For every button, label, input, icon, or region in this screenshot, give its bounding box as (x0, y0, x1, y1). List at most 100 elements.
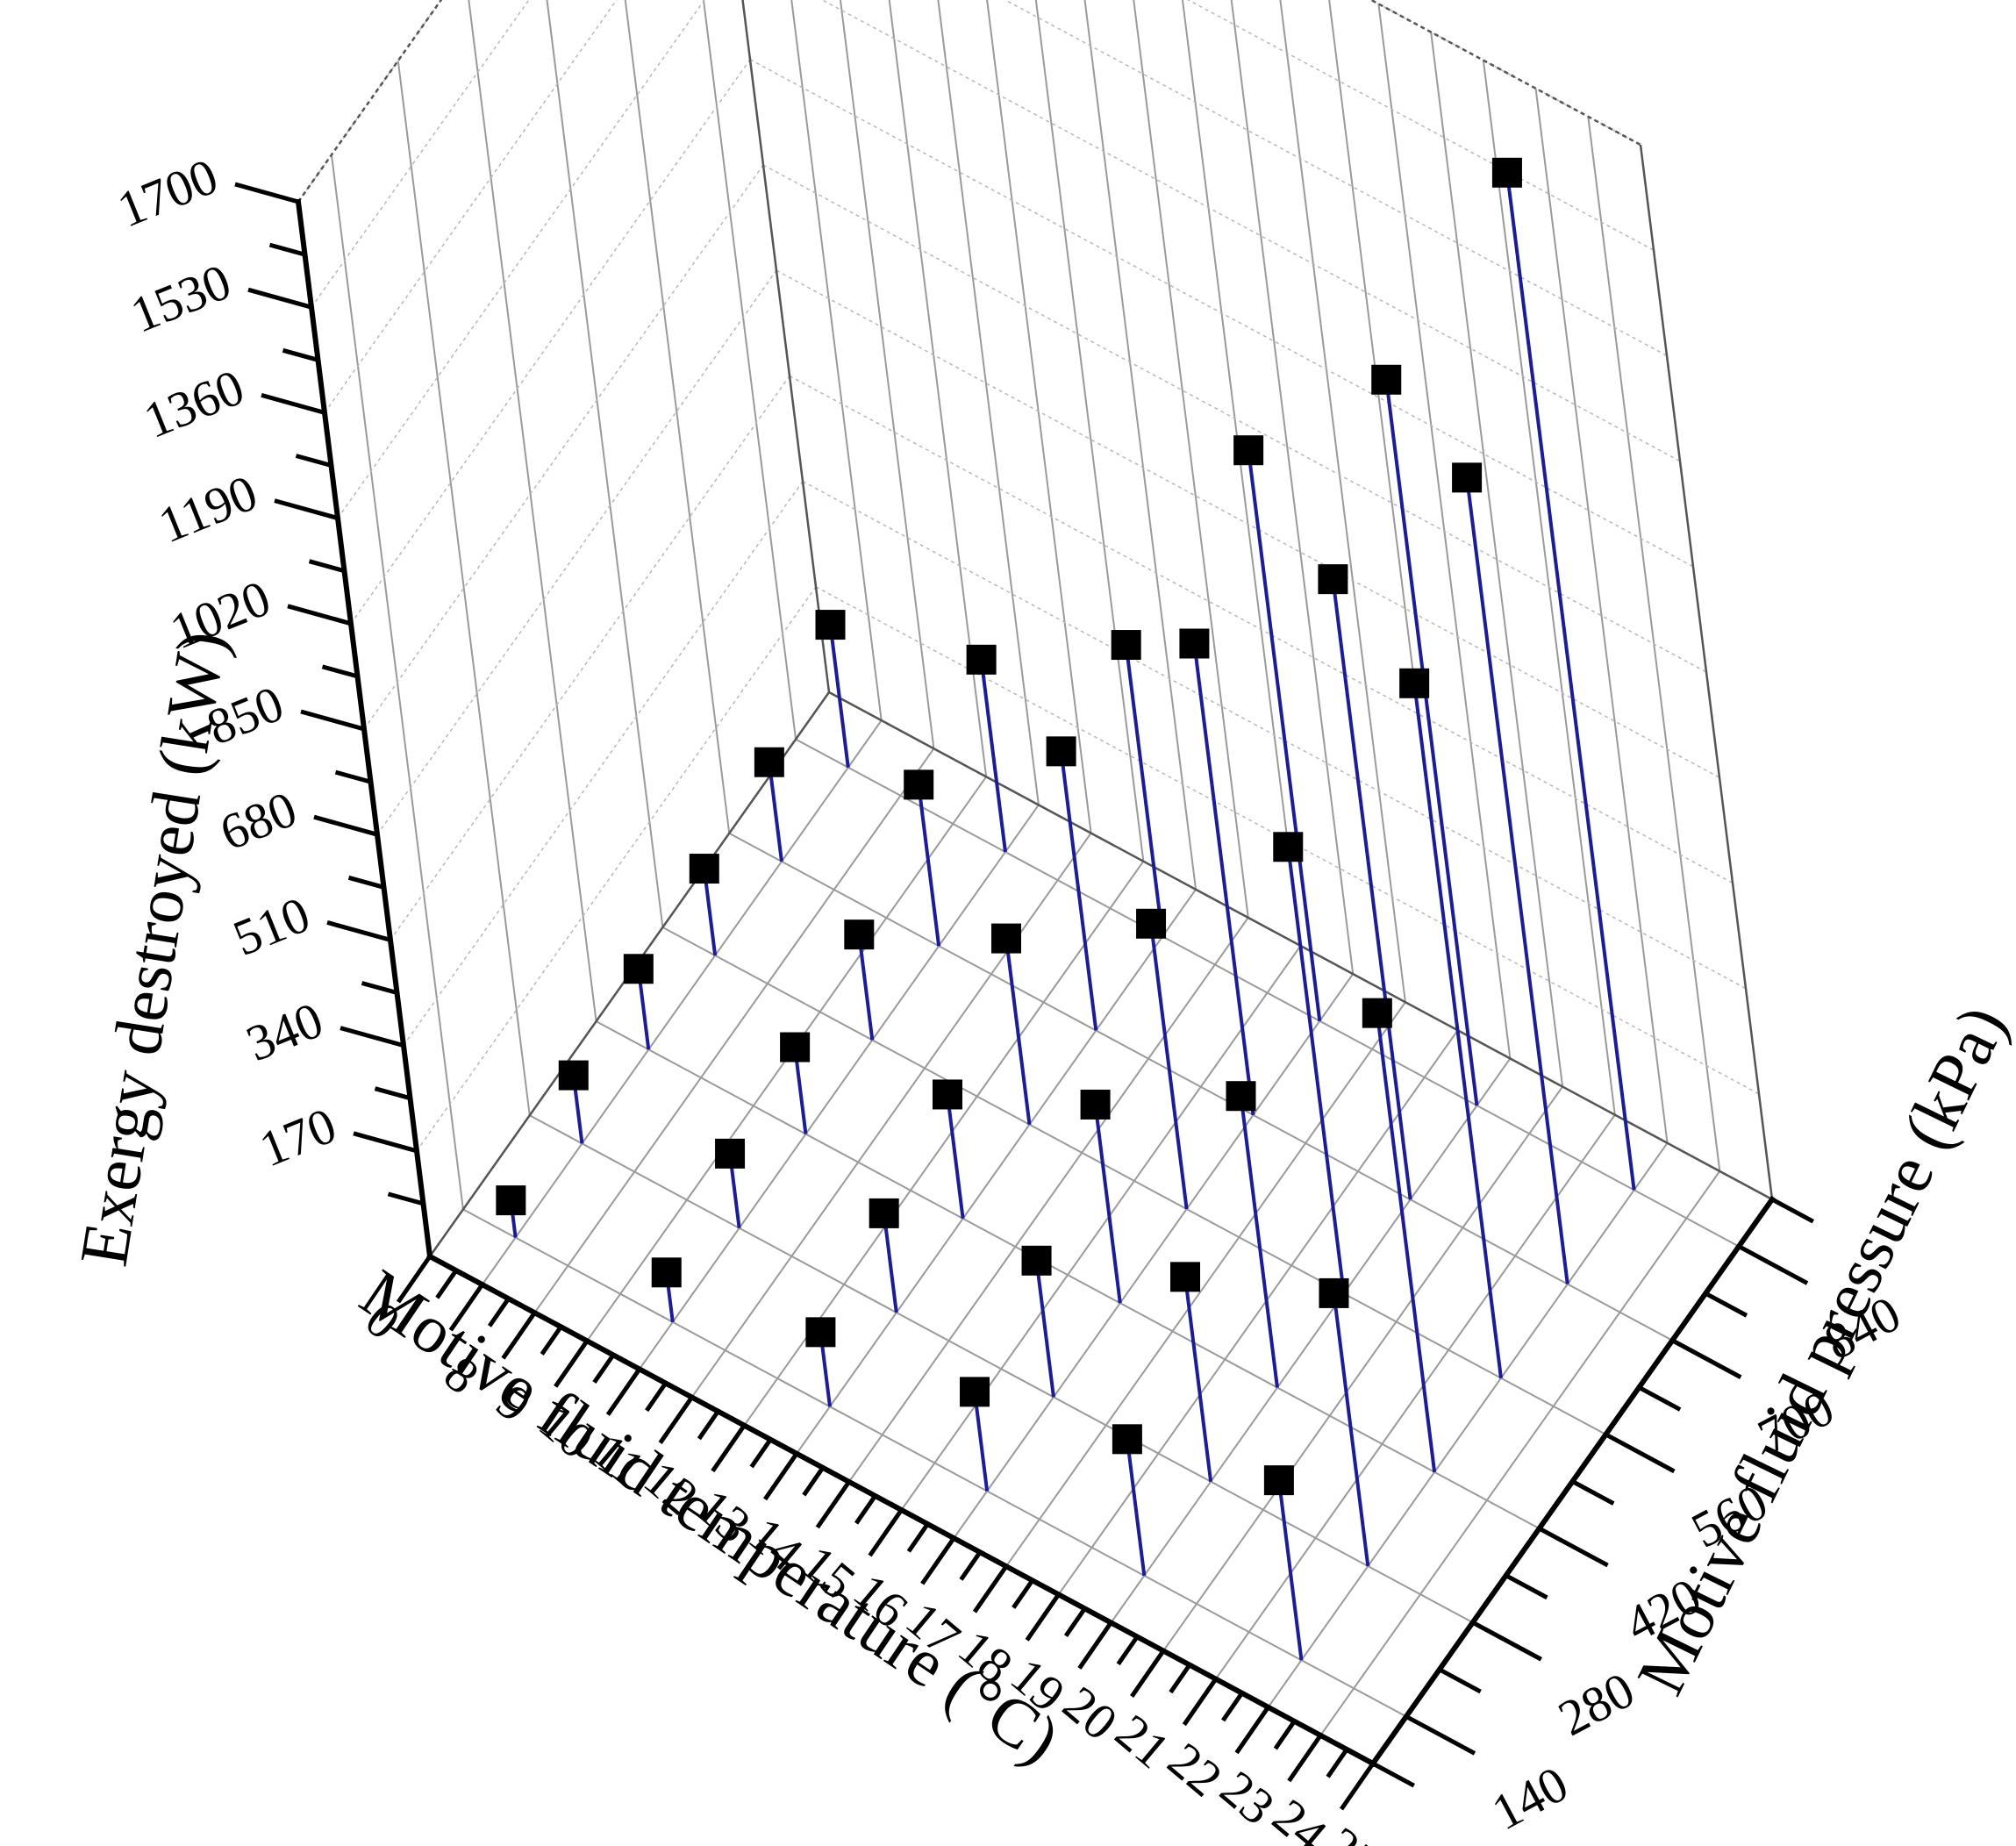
data-stem (917, 784, 941, 947)
chart-stems (509, 172, 1636, 1661)
data-point (1399, 668, 1430, 698)
data-stem (979, 659, 1007, 853)
floor-gridline-x (1162, 1085, 1563, 1652)
x-tick (396, 1255, 433, 1304)
x-minor-tick (802, 1466, 825, 1497)
x-minor-tick (592, 1353, 616, 1384)
x-minor-tick (749, 1438, 773, 1469)
data-point (966, 644, 997, 675)
data-point (844, 919, 875, 950)
z-tick (287, 604, 352, 626)
left-wall-gridline-z (416, 586, 817, 1152)
x-tick (1025, 1592, 1061, 1642)
z-tick (247, 287, 312, 310)
x-tick (1077, 1621, 1113, 1670)
data-point (1371, 364, 1402, 395)
data-stem (1505, 172, 1636, 1191)
x-minor-tick (1221, 1692, 1244, 1722)
left-wall-gridline-z (337, 0, 705, 519)
back-wall-gridline-x (1430, 32, 1564, 1087)
data-point (1136, 908, 1167, 939)
z-tick (234, 182, 299, 204)
back-wall-gridline-x (1534, 88, 1669, 1143)
z-minor-tick (387, 1191, 425, 1206)
back-wall-gridline-z (789, 375, 1734, 884)
floor-gridline-y (596, 1020, 1541, 1529)
y-minor-tick (1371, 1761, 1415, 1788)
x-tick (448, 1283, 484, 1332)
data-point (558, 1060, 589, 1091)
z-tick-label: 1190 (151, 463, 265, 554)
data-stem (767, 762, 783, 862)
z-minor-tick (334, 769, 372, 784)
data-stem (1375, 1012, 1437, 1473)
x-minor-tick (1326, 1748, 1349, 1778)
back-wall-gridline-z (749, 59, 1694, 568)
data-stem (1332, 1292, 1370, 1567)
floor-gridline-x (481, 719, 883, 1285)
x-minor-tick (959, 1550, 983, 1581)
floor-gridline-x (953, 973, 1355, 1539)
frame-edge (1369, 0, 1641, 147)
data-stem (1093, 1104, 1122, 1304)
z-tick-label: 340 (239, 991, 331, 1072)
data-point (1319, 1277, 1349, 1308)
floor-gridline-y (661, 927, 1606, 1435)
data-stem (973, 1392, 990, 1492)
x-tick (763, 1452, 799, 1501)
frame-edge (741, 0, 831, 693)
data-stem (1004, 938, 1032, 1125)
x-tick (1339, 1762, 1376, 1811)
x-minor-tick (540, 1325, 563, 1356)
data-point (960, 1377, 990, 1407)
floor-gridline-x (1110, 1057, 1512, 1624)
z-minor-tick (347, 875, 385, 890)
back-wall-gridline-z (776, 269, 1720, 778)
back-wall-gridline-x (1133, 0, 1249, 919)
data-stem (1384, 379, 1479, 1106)
z-tick (326, 919, 391, 942)
data-stem (1331, 578, 1412, 1200)
z-tick (353, 1131, 418, 1154)
z-tick-label: 680 (212, 780, 304, 862)
y-tick (1671, 1338, 1742, 1379)
data-point (991, 923, 1022, 954)
chart-walls (298, 0, 1772, 1764)
data-point (1491, 157, 1522, 188)
z-tick-label: 510 (225, 885, 318, 967)
data-point (1112, 1424, 1142, 1455)
data-point (1179, 628, 1210, 659)
data-stem (1124, 644, 1165, 937)
back-wall-gridline-z (802, 480, 1747, 990)
x-tick (1234, 1706, 1270, 1755)
back-wall-gridline-z (1004, 0, 1668, 357)
floor-gridline-x (639, 804, 1040, 1370)
z-minor-tick (282, 347, 319, 362)
y-tick (1605, 1432, 1676, 1474)
x-tick (920, 1536, 956, 1585)
x-minor-tick (697, 1410, 720, 1441)
data-point (715, 1138, 746, 1169)
left-wall-gridline-z (297, 0, 442, 203)
y-minor-tick (1505, 1573, 1548, 1600)
data-point (1263, 1465, 1294, 1496)
data-point (780, 1032, 811, 1063)
y-tick (1737, 1244, 1809, 1285)
data-stem (946, 1094, 965, 1220)
y-minor-tick (1638, 1385, 1682, 1412)
floor-gridline-x (1005, 1001, 1406, 1567)
left-wall-gridline-y (397, 61, 531, 1116)
x-tick (711, 1424, 747, 1473)
x-tick (605, 1368, 641, 1416)
floor-gridline-y (728, 832, 1673, 1342)
x-minor-tick (906, 1522, 930, 1553)
y-minor-tick (1438, 1667, 1482, 1694)
floor-gridline-x (847, 917, 1249, 1483)
data-stem (1247, 449, 1322, 1021)
data-point (869, 1198, 899, 1228)
frame-edge (1639, 144, 1774, 1200)
data-point (1233, 435, 1264, 466)
z-tick (340, 1026, 404, 1048)
data-point (1318, 564, 1348, 595)
